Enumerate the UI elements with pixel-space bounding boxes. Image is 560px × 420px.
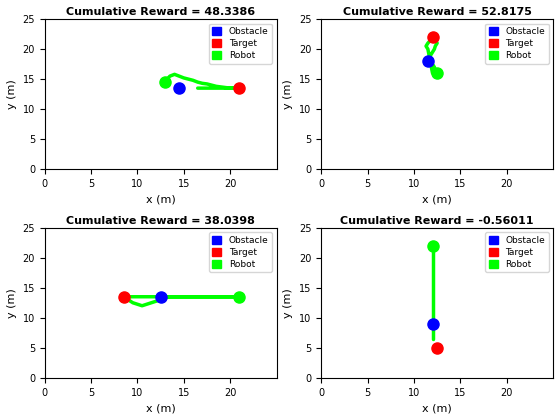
Title: Cumulative Reward = -0.56011: Cumulative Reward = -0.56011	[340, 215, 534, 226]
Legend: Obstacle, Target, Robot: Obstacle, Target, Robot	[209, 24, 272, 64]
X-axis label: x (m): x (m)	[146, 194, 175, 205]
Y-axis label: y (m): y (m)	[7, 79, 17, 109]
Legend: Obstacle, Target, Robot: Obstacle, Target, Robot	[209, 232, 272, 272]
Legend: Obstacle, Target, Robot: Obstacle, Target, Robot	[486, 232, 549, 272]
Y-axis label: y (m): y (m)	[283, 79, 293, 109]
X-axis label: x (m): x (m)	[422, 194, 452, 205]
Title: Cumulative Reward = 38.0398: Cumulative Reward = 38.0398	[66, 215, 255, 226]
X-axis label: x (m): x (m)	[146, 403, 175, 413]
Title: Cumulative Reward = 48.3386: Cumulative Reward = 48.3386	[66, 7, 255, 17]
Title: Cumulative Reward = 52.8175: Cumulative Reward = 52.8175	[343, 7, 531, 17]
X-axis label: x (m): x (m)	[422, 403, 452, 413]
Legend: Obstacle, Target, Robot: Obstacle, Target, Robot	[486, 24, 549, 64]
Y-axis label: y (m): y (m)	[7, 288, 17, 318]
Y-axis label: y (m): y (m)	[283, 288, 293, 318]
